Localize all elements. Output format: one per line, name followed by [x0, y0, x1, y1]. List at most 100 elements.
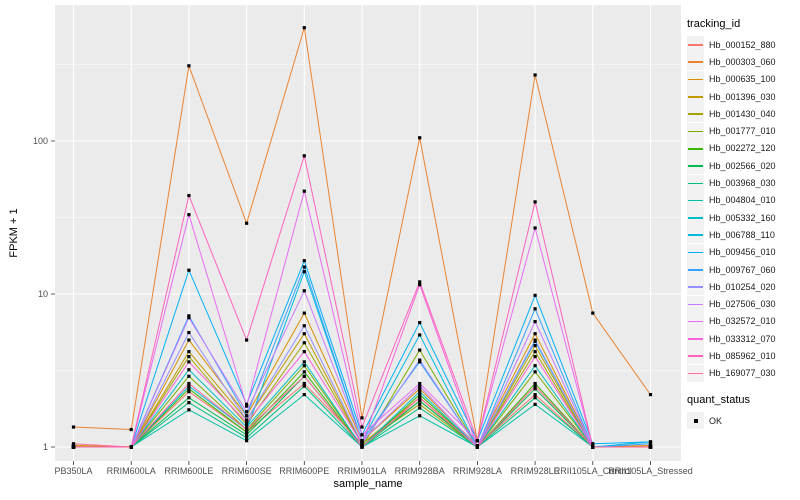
legend-item-label: Hb_085962_010	[709, 350, 776, 361]
data-point-marker	[245, 430, 249, 434]
data-point-marker	[302, 26, 306, 30]
legend-key-swatch	[687, 295, 704, 313]
legend-item-label: Hb_009456_010	[709, 247, 776, 258]
legend-line-icon	[688, 303, 703, 306]
legend-item-label: Hb_001777_010	[709, 126, 776, 137]
data-point-marker	[187, 374, 191, 378]
legend-line-icon	[688, 251, 703, 254]
legend-item-label: Hb_169077_030	[709, 368, 776, 379]
legend-item-Hb_032572_010: Hb_032572_010	[687, 312, 799, 330]
data-point-marker	[302, 324, 306, 328]
data-point-marker	[187, 396, 191, 400]
quant-ok-key	[687, 412, 704, 430]
x-tick-label: RRIM928LA	[453, 466, 502, 476]
legend-line-icon	[688, 147, 703, 150]
data-point-marker	[360, 416, 364, 420]
data-point-marker	[187, 213, 191, 217]
data-point-marker	[187, 408, 191, 412]
data-point-marker	[418, 358, 422, 362]
data-point-marker	[648, 393, 653, 397]
legend-line-icon	[688, 269, 703, 271]
legend-key-swatch	[687, 157, 704, 175]
data-point-marker	[418, 399, 422, 403]
legend-line-icon	[688, 182, 703, 185]
data-point-marker	[418, 414, 422, 418]
data-point-marker	[71, 442, 76, 446]
data-point-marker	[533, 393, 537, 397]
data-point-marker	[418, 406, 422, 410]
data-point-marker	[418, 333, 422, 337]
legend-line-icon	[688, 130, 703, 133]
data-point-marker	[475, 445, 479, 449]
x-tick-label: RRIM901LA	[337, 466, 386, 476]
legend-line-icon	[688, 61, 703, 64]
data-point-marker	[360, 425, 364, 429]
data-point-marker	[187, 384, 191, 388]
legend-key-swatch	[687, 312, 704, 330]
data-point-marker	[245, 414, 249, 418]
legend-key-swatch	[687, 174, 704, 192]
legend-item-label: Hb_027506_030	[709, 299, 776, 310]
data-point-marker	[418, 280, 422, 284]
y-axis-title: FPKM + 1	[8, 208, 20, 258]
data-point-marker	[418, 387, 422, 391]
legend-quant-section: quant_status OK	[687, 393, 799, 430]
data-point-marker	[187, 390, 191, 394]
legend-key-swatch	[687, 347, 704, 365]
black-square-marker-icon	[694, 419, 698, 423]
legend-line-icon	[688, 113, 703, 115]
legend-key-swatch	[687, 364, 704, 382]
data-point-marker	[591, 311, 595, 315]
data-point-marker	[360, 445, 364, 449]
data-point-marker	[187, 350, 191, 354]
data-point-marker	[533, 370, 537, 374]
x-axis-title: sample_name	[333, 478, 403, 490]
legend-item-label: Hb_033312_070	[709, 333, 776, 344]
data-point-marker	[533, 307, 537, 311]
legend-title-tracking-id: tracking_id	[687, 18, 741, 30]
data-point-marker	[302, 154, 306, 158]
data-point-marker	[648, 445, 653, 449]
data-point-marker	[302, 364, 306, 368]
legend-title-quant-status: quant_status	[687, 393, 750, 406]
legend-key-swatch	[687, 209, 704, 227]
data-point-marker	[533, 387, 537, 391]
legend-series-items: Hb_000152_880 Hb_000303_060 Hb_000635_100 H…	[687, 36, 799, 382]
data-point-marker	[302, 289, 306, 293]
data-point-marker	[533, 396, 537, 400]
data-point-marker	[533, 364, 537, 368]
data-point-marker	[187, 401, 191, 405]
legend-key-swatch	[687, 70, 704, 88]
legend-item-Hb_001396_030: Hb_001396_030	[687, 88, 799, 106]
legend-item-label: Hb_002566_020	[709, 160, 776, 171]
data-point-marker	[533, 381, 537, 386]
legend-item-Hb_001430_040: Hb_001430_040	[687, 105, 799, 123]
legend-item-Hb_003968_030: Hb_003968_030	[687, 174, 799, 192]
legend-item-Hb_010254_020: Hb_010254_020	[687, 278, 799, 296]
legend-item-Hb_001777_010: Hb_001777_010	[687, 122, 799, 140]
data-point-marker	[302, 360, 306, 364]
data-point-marker	[302, 270, 306, 274]
legend-key-swatch	[687, 105, 704, 123]
legend-item-Hb_002272_120: Hb_002272_120	[687, 139, 799, 157]
data-point-marker	[533, 338, 537, 342]
legend-key-swatch	[687, 278, 704, 296]
legend-item-label: Hb_001430_040	[709, 108, 776, 119]
data-point-marker	[591, 445, 595, 449]
data-point-marker	[533, 384, 537, 388]
data-point-marker	[418, 402, 422, 406]
data-point-marker	[245, 402, 249, 406]
data-point-marker	[533, 354, 537, 359]
legend-item-Hb_004804_010: Hb_004804_010	[687, 191, 799, 209]
data-points	[71, 26, 653, 449]
legend-item-label: Hb_005332_160	[709, 212, 776, 223]
legend-item-Hb_169077_030: Hb_169077_030	[687, 364, 799, 382]
legend-item-label: Hb_003968_030	[709, 178, 776, 189]
data-point-marker	[302, 265, 306, 269]
y-tick-label: 10	[38, 289, 48, 299]
legend-item-label: Hb_000635_100	[709, 74, 776, 85]
legend-line-icon	[688, 199, 703, 202]
data-point-marker	[71, 425, 76, 429]
legend-item-label: Hb_006788_110	[709, 229, 775, 240]
legend-item-Hb_002566_020: Hb_002566_020	[687, 157, 799, 175]
